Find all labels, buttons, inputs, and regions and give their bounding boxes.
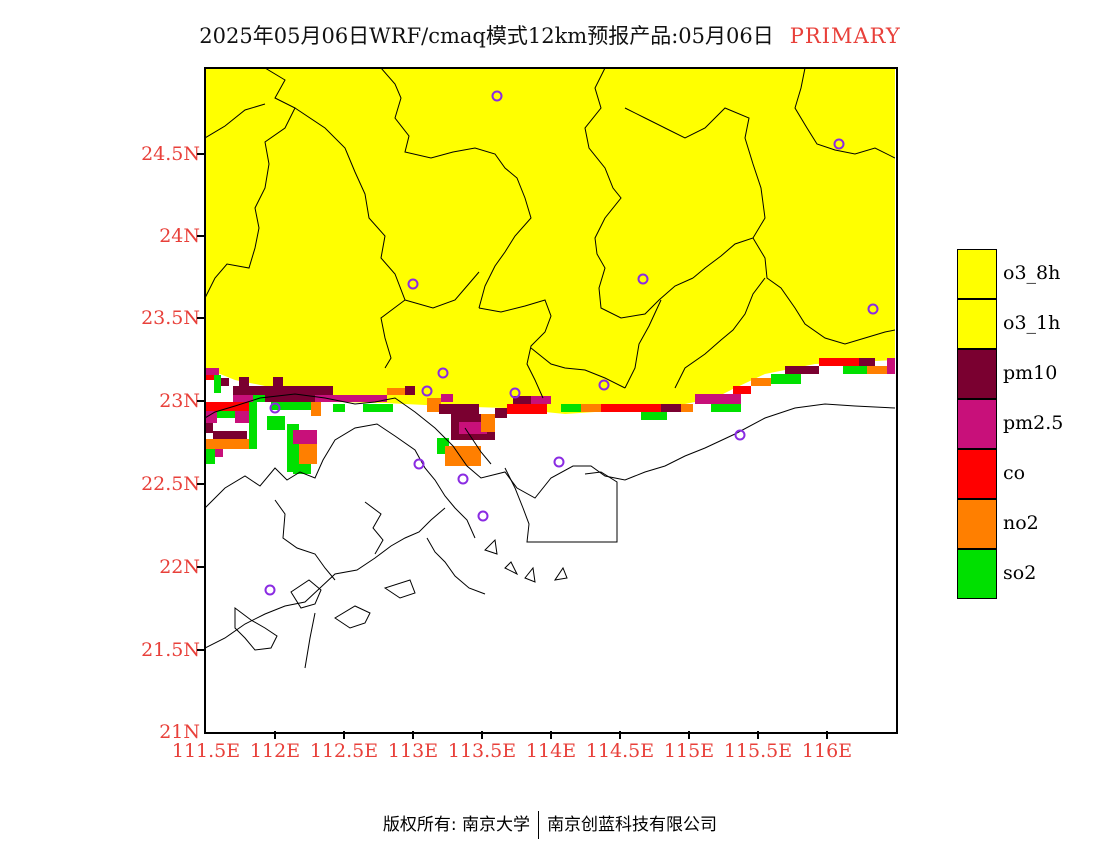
x-tick-mark xyxy=(412,731,414,739)
legend-swatch xyxy=(957,299,997,349)
primary-badge: PRIMARY xyxy=(789,24,901,48)
y-tick-label: 23.5N xyxy=(141,307,200,329)
y-tick-mark xyxy=(197,400,205,402)
x-tick-mark xyxy=(481,731,483,739)
copyright-footer: 版权所有: 南京大学 南京创蓝科技有限公司 xyxy=(0,810,1100,839)
station-marker xyxy=(509,387,521,399)
legend-label: o3_8h xyxy=(1003,262,1061,284)
y-tick-label: 24N xyxy=(159,225,200,247)
legend-label: o3_1h xyxy=(1003,312,1061,334)
legend-swatch xyxy=(957,549,997,599)
legend-label: pm2.5 xyxy=(1003,412,1064,434)
y-tick-mark xyxy=(197,566,205,568)
y-tick-mark xyxy=(197,649,205,651)
x-tick-label: 115.5E xyxy=(723,740,793,762)
x-tick-mark xyxy=(343,731,345,739)
y-tick-mark xyxy=(197,235,205,237)
x-tick-mark xyxy=(757,731,759,739)
map-svg xyxy=(205,68,895,669)
station-marker xyxy=(491,90,503,102)
map-title: 2025年05月06日WRF/cmaq模式12km预报产品:05月06日 PRIM… xyxy=(0,20,1100,50)
station-marker xyxy=(437,367,449,379)
y-tick-mark xyxy=(197,317,205,319)
legend-label: pm10 xyxy=(1003,362,1058,384)
station-marker xyxy=(553,456,565,468)
legend-swatch xyxy=(957,449,997,499)
legend-label: no2 xyxy=(1003,512,1039,534)
x-tick-mark xyxy=(619,731,621,739)
y-tick-label: 22N xyxy=(159,556,200,578)
station-marker xyxy=(598,379,610,391)
x-tick-label: 114E xyxy=(525,740,577,762)
y-tick-mark xyxy=(197,483,205,485)
legend-swatch xyxy=(957,349,997,399)
y-tick-mark xyxy=(197,153,205,155)
legend-label: co xyxy=(1003,462,1026,484)
footer-divider xyxy=(538,811,540,839)
legend-label: so2 xyxy=(1003,562,1037,584)
x-tick-label: 116E xyxy=(801,740,853,762)
station-marker xyxy=(833,138,845,150)
x-tick-mark xyxy=(274,731,276,739)
forecast-map xyxy=(205,68,895,731)
y-tick-label: 21N xyxy=(159,721,200,743)
x-tick-label: 113E xyxy=(387,740,439,762)
legend-swatch xyxy=(957,249,997,299)
legend-swatch xyxy=(957,499,997,549)
station-marker xyxy=(269,402,281,414)
station-marker xyxy=(413,458,425,470)
y-tick-label: 22.5N xyxy=(141,473,200,495)
legend-swatch xyxy=(957,399,997,449)
station-markers xyxy=(264,90,879,596)
station-marker xyxy=(477,510,489,522)
y-tick-label: 23N xyxy=(159,390,200,412)
copyright-text: 版权所有: 南京大学 xyxy=(382,815,531,835)
station-marker xyxy=(407,278,419,290)
station-marker xyxy=(421,385,433,397)
station-marker xyxy=(264,584,276,596)
y-tick-label: 24.5N xyxy=(141,143,200,165)
coastline-lines xyxy=(205,68,895,669)
x-tick-label: 112.5E xyxy=(309,740,379,762)
o3-region xyxy=(205,68,895,414)
station-marker xyxy=(457,473,469,485)
x-tick-mark xyxy=(826,731,828,739)
station-marker xyxy=(637,273,649,285)
station-marker xyxy=(734,429,746,441)
y-tick-label: 21.5N xyxy=(141,639,200,661)
x-tick-mark xyxy=(688,731,690,739)
x-tick-label: 115E xyxy=(663,740,715,762)
x-tick-mark xyxy=(550,731,552,739)
x-tick-label: 111.5E xyxy=(171,740,241,762)
station-marker xyxy=(867,303,879,315)
x-tick-label: 114.5E xyxy=(585,740,655,762)
x-tick-label: 112E xyxy=(249,740,301,762)
company-text: 南京创蓝科技有限公司 xyxy=(547,815,718,835)
title-text: 2025年05月06日WRF/cmaq模式12km预报产品:05月06日 xyxy=(199,24,774,48)
x-tick-label: 113.5E xyxy=(447,740,517,762)
